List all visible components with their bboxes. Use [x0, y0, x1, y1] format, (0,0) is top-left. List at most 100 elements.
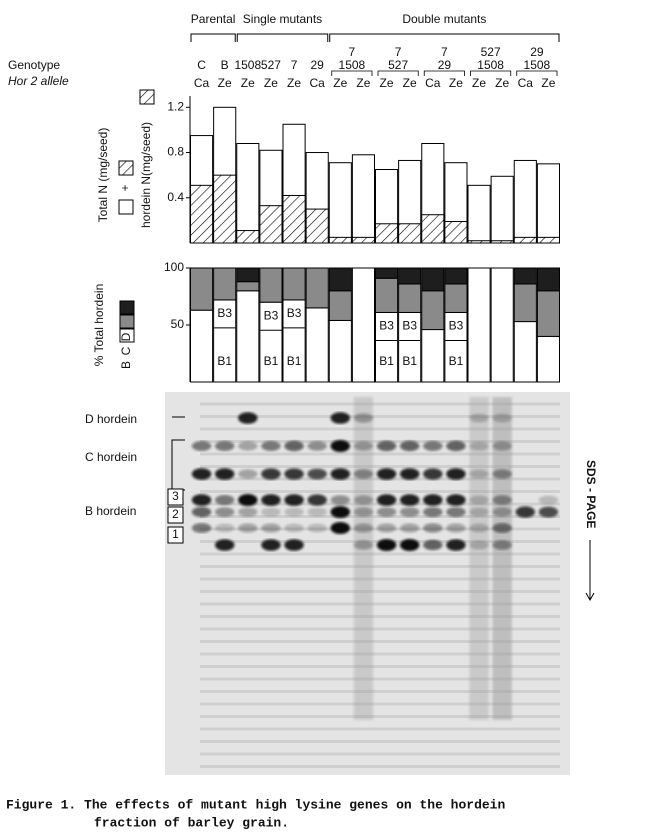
band-number: 3: [172, 489, 179, 503]
bar: [536, 236, 560, 244]
genotype: 7: [291, 58, 298, 72]
genotype-label: Genotype: [8, 58, 60, 72]
legend-swatch: [119, 328, 135, 343]
bar: [490, 175, 514, 244]
allele: Ze: [241, 76, 255, 90]
gel-band: [376, 440, 397, 452]
gel-band: [353, 495, 374, 505]
bar: [444, 267, 468, 285]
gel-band: [376, 523, 397, 533]
bar: [398, 283, 422, 313]
band-box: [167, 488, 184, 506]
bar: [398, 223, 422, 244]
bar: [328, 290, 352, 321]
gel-band: [238, 469, 258, 479]
gel-band: [446, 523, 466, 533]
segment-label: B1: [287, 354, 302, 368]
segment-label: B3: [402, 319, 417, 333]
segment-label: B1: [402, 354, 417, 368]
bar: [375, 223, 399, 244]
bar: [421, 329, 445, 383]
gel-band: [492, 495, 512, 505]
bar: [536, 290, 560, 337]
gel-band: [214, 441, 235, 451]
gel-band: [238, 507, 258, 517]
gel-band: [284, 494, 304, 506]
bar: [513, 236, 537, 244]
bar: [444, 283, 468, 313]
gel-band: [261, 468, 281, 480]
gel-band: [214, 539, 235, 551]
allele: Ca: [310, 76, 326, 90]
segment-label: B3: [217, 306, 232, 320]
segment-label: B3: [449, 319, 464, 333]
gel-method: SDS - PAGE: [584, 460, 598, 528]
bar: [513, 159, 537, 244]
genotype: 7: [349, 45, 356, 59]
gel-band: [446, 494, 466, 506]
y-tick-label: 0.8: [167, 145, 184, 159]
gel-band: [238, 412, 258, 424]
genotype: 527: [261, 58, 281, 72]
legend-swatch: [118, 160, 134, 176]
bar: [351, 236, 375, 244]
genotype: 29: [438, 58, 452, 72]
y-tick-label: 50: [171, 317, 185, 331]
bar: [536, 163, 560, 244]
gel-band: [284, 539, 304, 551]
gel-band: [238, 441, 258, 451]
gel-band: [376, 539, 397, 551]
bar: [305, 307, 329, 383]
segment-label: B3: [379, 319, 394, 333]
gel-band: [469, 469, 489, 479]
allele: Ze: [403, 76, 417, 90]
gel-band: [261, 441, 281, 451]
legend-label: D: [119, 332, 133, 341]
bar: [421, 214, 445, 244]
gel-band: [423, 539, 443, 551]
gel-band: [191, 523, 212, 533]
bar: [490, 240, 514, 244]
bar: [213, 174, 237, 244]
gel-band: [469, 540, 489, 550]
bar: [190, 309, 214, 383]
legend-label: B: [119, 361, 133, 369]
segment-label: B1: [379, 354, 394, 368]
genotype: 1508: [234, 58, 261, 72]
bar: [328, 319, 352, 383]
bar: [536, 267, 560, 292]
gel-band: [399, 468, 420, 480]
genotype: C: [197, 58, 206, 72]
genotype: 1508: [524, 58, 551, 72]
bar: [467, 267, 491, 383]
segment-label: B1: [449, 354, 464, 368]
gel-band: [284, 468, 304, 480]
band-box: [167, 526, 184, 544]
gel-band: [492, 523, 512, 533]
allele: Ca: [194, 76, 210, 90]
gel-band: [284, 440, 304, 452]
bar: [305, 208, 329, 244]
gel-band: [307, 441, 327, 451]
bar: [236, 142, 260, 244]
caption-line: fraction of barley grain.: [94, 815, 289, 830]
allele-label: Hor 2 allele: [8, 74, 69, 88]
bar: [236, 281, 260, 292]
gel-band: [423, 494, 443, 506]
gel-label: B hordein: [85, 504, 136, 518]
y-tick-label: 1.2: [167, 99, 184, 113]
allele: Ze: [449, 76, 463, 90]
genotype-bracket: [470, 70, 512, 76]
gel-band: [492, 441, 512, 451]
bar: [467, 240, 491, 244]
gel-band: [238, 523, 258, 533]
allele: Ze: [541, 76, 555, 90]
gel-band: [376, 494, 397, 506]
gel-band: [446, 507, 466, 517]
bar: [282, 267, 306, 301]
bar: [490, 267, 514, 383]
allele: Ze: [333, 76, 347, 90]
group-bracket: [236, 33, 329, 42]
gel-band: [446, 440, 466, 452]
